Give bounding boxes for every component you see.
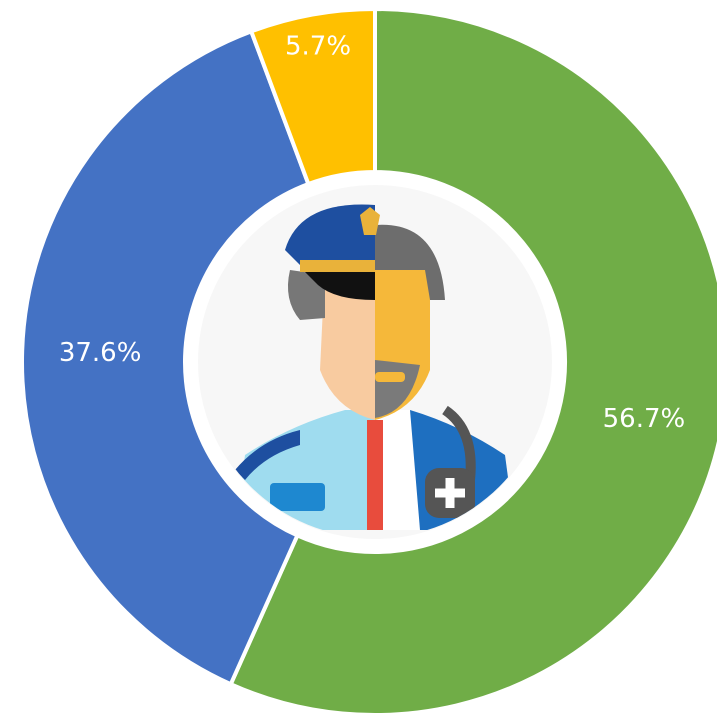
donut-slice xyxy=(248,6,377,187)
donut-slice xyxy=(20,28,311,687)
data-label: 37.6% xyxy=(59,338,142,368)
donut xyxy=(20,6,717,717)
data-label: 56.7% xyxy=(603,404,686,434)
data-label: 5.7% xyxy=(285,32,351,62)
center-illustration xyxy=(192,179,558,545)
donut-slice xyxy=(228,6,717,717)
